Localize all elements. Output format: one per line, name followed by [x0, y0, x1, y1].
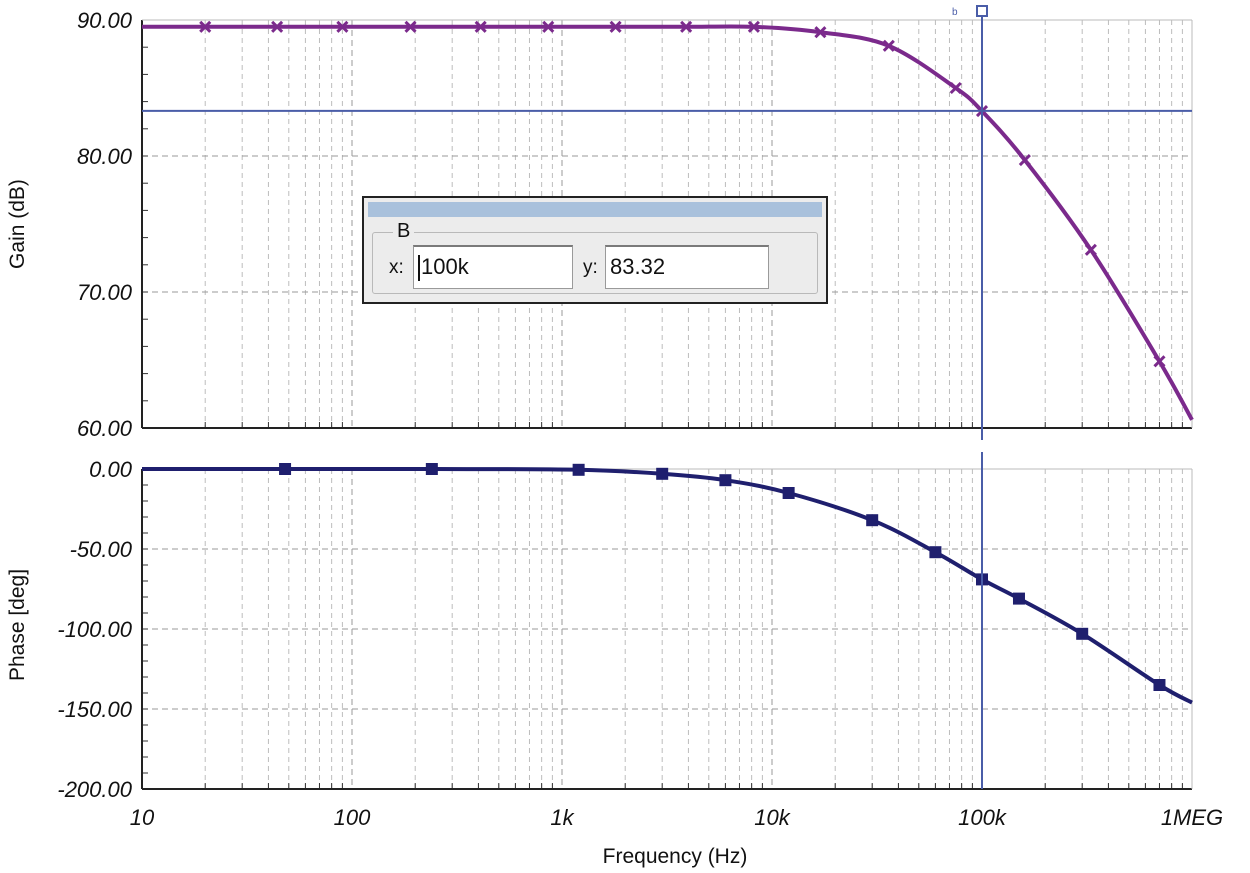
data-point: [336, 20, 349, 33]
marker-stroke: [949, 81, 962, 95]
marker-stroke: [199, 20, 212, 33]
y-label: y:: [583, 257, 598, 278]
marker-stroke: [336, 20, 349, 33]
marker-stroke: [747, 20, 760, 33]
y-tick-label: -100.00: [57, 617, 132, 642]
y-value-field[interactable]: 83.32: [605, 245, 769, 289]
data-point: [1153, 355, 1166, 368]
x-value-field[interactable]: 100k: [413, 245, 573, 289]
data-point: [279, 463, 292, 475]
data-point: [1018, 154, 1031, 167]
data-point: [542, 20, 555, 33]
data-point: [866, 514, 879, 527]
marker-stroke: [474, 20, 487, 33]
y-tick-label: 80.00: [77, 144, 133, 169]
data-point: [747, 20, 760, 33]
cursor-group: B x: 100k y: 83.32: [372, 220, 818, 294]
series-line: [142, 466, 1193, 705]
x-tick-label: 10k: [754, 805, 790, 830]
data-point: [271, 20, 284, 33]
data-point: [572, 463, 585, 476]
data-point: [680, 20, 693, 33]
data-point: [1076, 627, 1089, 640]
cursor-handle: [976, 5, 988, 17]
y-tick-label: 90.00: [77, 8, 133, 33]
marker-stroke: [882, 39, 895, 52]
gain-chart: 90.00 80.00 70.00 60.00 Gain (dB): [6, 8, 1194, 441]
text-caret: [418, 255, 420, 282]
data-point: [782, 487, 795, 499]
data-point: [199, 20, 212, 33]
y-tick-label: 70.00: [77, 280, 133, 305]
data-point: [719, 474, 732, 487]
x-axis-label: Frequency (Hz): [603, 845, 748, 868]
marker-stroke: [609, 20, 622, 33]
x-label: x:: [389, 257, 404, 278]
marker-stroke: [680, 20, 693, 33]
dialog-titlebar[interactable]: [368, 202, 822, 217]
marker-stroke: [1084, 243, 1097, 256]
y-tick-label: -150.00: [57, 697, 132, 722]
x-value: 100k: [421, 254, 469, 279]
x-tick-label: 100k: [958, 805, 1007, 830]
data-point: [425, 463, 438, 475]
y-axis-label: Phase [deg]: [6, 569, 29, 681]
y-tick-label: 60.00: [77, 416, 133, 441]
data-point: [474, 20, 487, 33]
data-point: [814, 26, 827, 39]
y-tick-label: 0.00: [89, 457, 133, 482]
data-point: [949, 81, 962, 95]
cursor-group-title: B: [393, 220, 415, 243]
data-point: [929, 546, 942, 559]
cursor-marker-label: b: [952, 7, 958, 18]
data-point: [1153, 679, 1166, 691]
data-point: [404, 20, 417, 33]
y-tick-label: -200.00: [57, 777, 132, 802]
marker-stroke: [814, 26, 827, 39]
y-tick-label: -50.00: [70, 537, 133, 562]
marker-stroke: [1018, 154, 1031, 167]
data-point: [1084, 243, 1097, 256]
marker-stroke: [271, 20, 284, 33]
y-axis-label: Gain (dB): [6, 179, 29, 269]
data-point: [1012, 592, 1025, 605]
marker-stroke: [542, 20, 555, 33]
x-tick-label: 100: [334, 805, 371, 830]
data-point: [609, 20, 622, 33]
x-tick-label: 10: [130, 805, 155, 830]
marker-stroke: [1153, 355, 1166, 368]
phase-chart: 0.00 -50.00 -100.00 -150.00 -200.00 Phase [de…: [6, 457, 1223, 868]
marker-stroke: [404, 20, 417, 33]
y-value: 83.32: [610, 254, 666, 279]
data-point: [882, 39, 895, 52]
x-tick-label: 1MEG: [1161, 805, 1223, 830]
cursor-overlay[interactable]: b: [142, 5, 1192, 789]
data-point: [656, 467, 669, 480]
x-tick-label: 1k: [550, 805, 574, 830]
cursor-readout-dialog[interactable]: B x: 100k y: 83.32: [362, 196, 828, 304]
